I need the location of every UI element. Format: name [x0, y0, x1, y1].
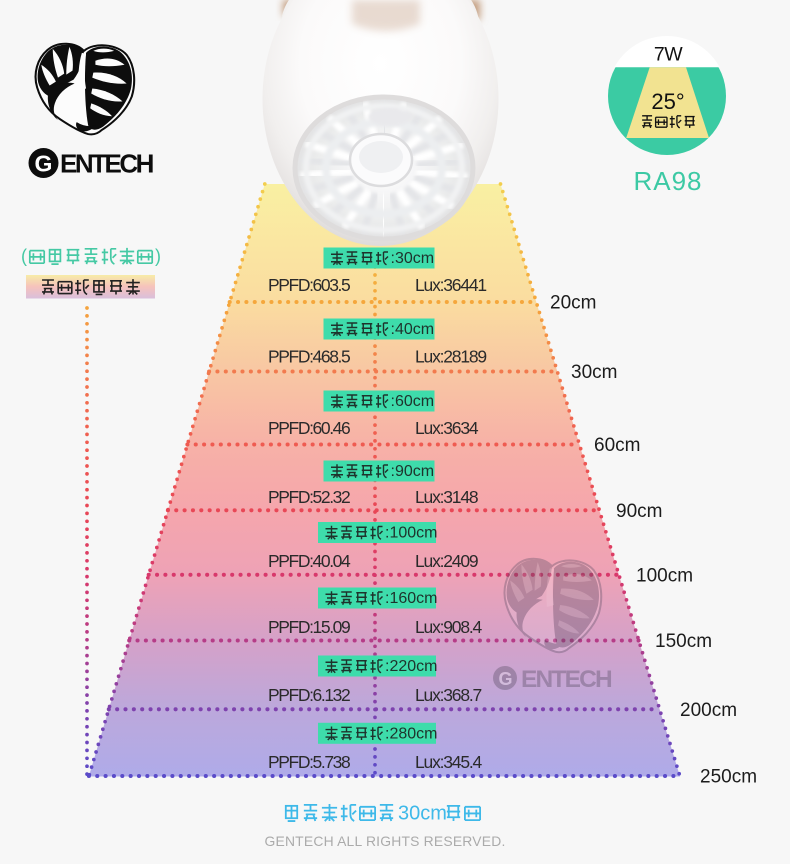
- svg-text:25°: 25°: [651, 89, 684, 114]
- svg-text:7W: 7W: [654, 44, 683, 66]
- svg-text:Lux:345.4: Lux:345.4: [415, 752, 483, 772]
- svg-text:Lux:3148: Lux:3148: [415, 487, 478, 507]
- svg-text:PPFD:60.46: PPFD:60.46: [268, 418, 350, 438]
- svg-text:100cm: 100cm: [636, 566, 693, 587]
- svg-text:G: G: [499, 669, 513, 689]
- svg-text:150cm: 150cm: [655, 631, 712, 652]
- svg-text:PPFD:6.132: PPFD:6.132: [268, 685, 350, 705]
- svg-text::40cm: :40cm: [391, 321, 435, 338]
- svg-text:Lux:28189: Lux:28189: [415, 347, 486, 367]
- svg-text:Lux:908.4: Lux:908.4: [415, 617, 483, 637]
- svg-text:ENTECH: ENTECH: [60, 149, 154, 179]
- svg-text:PPFD:15.09: PPFD:15.09: [268, 617, 350, 637]
- svg-text:250cm: 250cm: [700, 767, 757, 788]
- svg-text:G: G: [35, 151, 53, 177]
- svg-text::220cm: :220cm: [385, 658, 437, 675]
- svg-text:30cm: 30cm: [571, 362, 617, 383]
- svg-text:PPFD:5.738: PPFD:5.738: [268, 752, 350, 772]
- svg-text:Lux:2409: Lux:2409: [415, 551, 478, 571]
- svg-text:200cm: 200cm: [680, 700, 737, 721]
- svg-text:ENTECH: ENTECH: [521, 666, 612, 693]
- svg-text:60cm: 60cm: [594, 435, 640, 456]
- svg-text::30cm: :30cm: [391, 250, 435, 267]
- svg-text:Lux:368.7: Lux:368.7: [415, 685, 482, 705]
- svg-text:PPFD:52.32: PPFD:52.32: [268, 487, 350, 507]
- svg-text::60cm: :60cm: [391, 393, 435, 410]
- svg-text::280cm: :280cm: [385, 726, 437, 743]
- svg-text:RA98: RA98: [633, 166, 702, 196]
- svg-text:PPFD:468.5: PPFD:468.5: [268, 347, 350, 367]
- svg-text:Lux:3634: Lux:3634: [415, 418, 479, 438]
- svg-text:PPFD:603.5: PPFD:603.5: [268, 275, 350, 295]
- svg-text:): ): [155, 246, 161, 266]
- svg-text:30cm: 30cm: [398, 803, 447, 825]
- svg-text:90cm: 90cm: [616, 501, 662, 522]
- svg-text:GENTECH ALL RIGHTS RESERVED.: GENTECH ALL RIGHTS RESERVED.: [264, 833, 505, 849]
- svg-text:Lux:36441: Lux:36441: [415, 275, 486, 295]
- svg-text::90cm: :90cm: [391, 463, 435, 480]
- svg-text::160cm: :160cm: [385, 590, 437, 607]
- svg-text:(: (: [21, 246, 27, 266]
- svg-text:PPFD:40.04: PPFD:40.04: [268, 551, 351, 571]
- svg-text::100cm: :100cm: [385, 525, 437, 542]
- svg-text:20cm: 20cm: [550, 293, 596, 314]
